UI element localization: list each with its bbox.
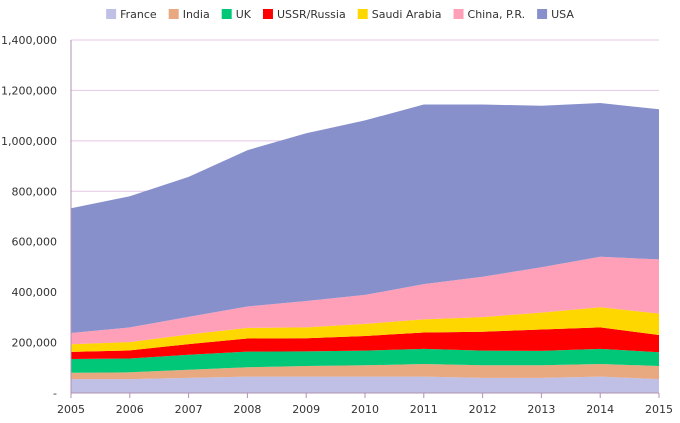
area-uk [71,348,659,373]
area-china-p-r [71,256,659,345]
legend-item-france: France [106,8,157,21]
legend-item-india: India [168,8,210,21]
x-tick-label: 2007 [175,403,203,416]
y-tick-label: 1,000,000 [1,135,57,148]
area-france [71,376,659,393]
legend-item-usa: USA [537,8,574,21]
x-tick-label: 2013 [527,403,555,416]
chart-legend: France India UK USSR/Russia Saudi Arabia Chin… [106,8,574,21]
legend-swatch [168,9,179,19]
legend-label: USA [551,8,574,21]
area-ussr-russia [71,327,659,359]
x-tick-label: 2014 [586,403,614,416]
legend-label: Saudi Arabia [372,8,442,21]
y-tick-label: 800,000 [12,185,58,198]
y-tick-label: 200,000 [12,337,58,350]
area-usa [71,103,659,333]
legend-swatch [262,9,273,19]
legend-swatch [106,9,117,19]
legend-label: India [183,8,210,21]
x-tick-label: 2006 [116,403,144,416]
x-tick-label: 2010 [351,403,379,416]
x-tick-label: 2009 [292,403,320,416]
x-tick-label: 2011 [410,403,438,416]
x-tick-label: 2015 [645,403,673,416]
legend-label: France [120,8,157,21]
chart-areas [71,103,659,393]
area-saudi-arabia [71,307,659,352]
legend-item-saudi-arabia: Saudi Arabia [357,8,442,21]
legend-label: USSR/Russia [277,8,346,21]
legend-item-ussr-russia: USSR/Russia [262,8,346,21]
legend-swatch [537,9,548,19]
x-tick-label: 2012 [469,403,497,416]
y-tick-label: 400,000 [12,286,58,299]
legend-swatch [357,9,368,19]
legend-swatch [221,9,232,19]
chart-axes: - 200,000 400,000 600,000 800,000 1,000,000 1,… [1,34,673,416]
legend-item-uk: UK [221,8,252,21]
y-tick-label: 1,200,000 [1,84,57,97]
area-india [71,364,659,380]
legend-item-china-p-r: China, P.R. [453,8,526,21]
y-tick-label: 1,400,000 [1,34,57,47]
x-tick-label: 2008 [233,403,261,416]
y-tick-label: - [53,387,57,400]
legend-label: UK [236,8,252,21]
legend-swatch [453,9,464,19]
x-tick-label: 2005 [57,403,85,416]
legend-label: China, P.R. [468,8,526,21]
y-tick-label: 600,000 [12,236,58,249]
